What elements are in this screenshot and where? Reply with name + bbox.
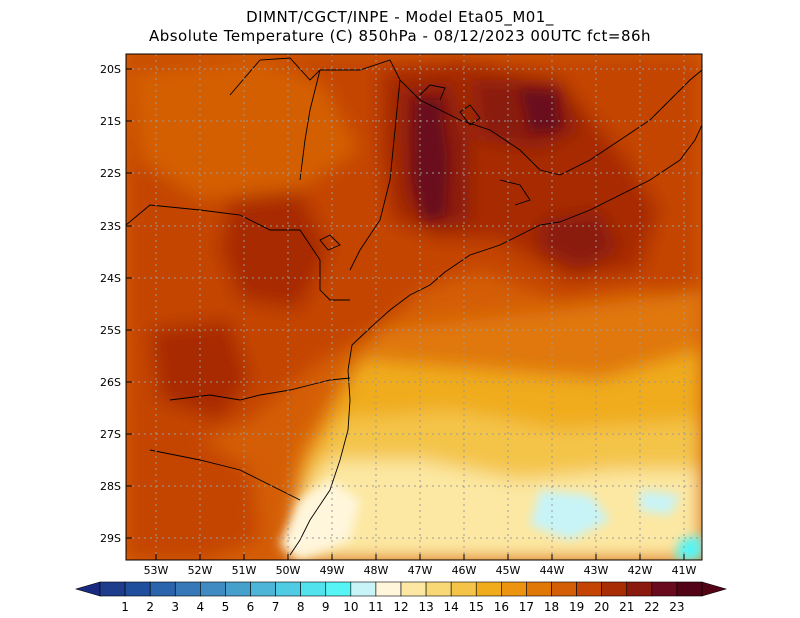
colorbar-swatch bbox=[325, 581, 352, 597]
colorbar-label: 11 bbox=[368, 600, 383, 614]
lon-label: 48W bbox=[364, 564, 389, 577]
lon-label: 49W bbox=[320, 564, 345, 577]
colorbar-label: 16 bbox=[494, 600, 509, 614]
colorbar-swatch bbox=[99, 581, 126, 597]
colorbar-label: 18 bbox=[544, 600, 559, 614]
colorbar-label: 12 bbox=[393, 600, 408, 614]
colorbar-label: 1 bbox=[121, 600, 129, 614]
colorbar-label: 8 bbox=[297, 600, 305, 614]
colorbar-swatch bbox=[425, 581, 452, 597]
colorbar-label: 23 bbox=[669, 600, 684, 614]
colorbar-label: 14 bbox=[444, 600, 459, 614]
colorbar-swatch bbox=[200, 581, 226, 597]
colorbar-swatch bbox=[400, 581, 427, 597]
colorbar-swatch bbox=[601, 581, 628, 597]
colorbar-swatch bbox=[475, 581, 502, 597]
colorbar-swatch bbox=[124, 581, 151, 597]
colorbar-low-arrow bbox=[74, 581, 101, 597]
colorbar-label: 20 bbox=[594, 600, 609, 614]
latitude-labels: 20S 21S 22S 23S 24S 25S 26S 27S 28S 29S bbox=[100, 63, 121, 545]
colorbar-label: 9 bbox=[322, 600, 330, 614]
colorbar-swatch bbox=[576, 581, 602, 597]
temperature-field bbox=[126, 54, 702, 560]
colorbar-swatch bbox=[626, 581, 653, 597]
lat-label: 22S bbox=[100, 167, 121, 180]
map-frame bbox=[125, 53, 703, 561]
colorbar-high-arrow bbox=[701, 581, 728, 597]
colorbar-swatch bbox=[250, 581, 276, 597]
lon-label: 46W bbox=[452, 564, 477, 577]
chart-title-line-2: Absolute Temperature (C) 850hPa - 08/12/… bbox=[148, 27, 652, 45]
colorbar-swatch bbox=[676, 581, 703, 597]
colorbar-swatch bbox=[300, 581, 327, 597]
lon-label: 52W bbox=[188, 564, 213, 577]
colorbar-label: 3 bbox=[171, 600, 179, 614]
colorbar-swatch bbox=[551, 581, 577, 597]
coastline-borders bbox=[126, 57, 702, 556]
colorbar-label: 21 bbox=[619, 600, 634, 614]
colorbar-label: 13 bbox=[418, 600, 433, 614]
lat-label: 25S bbox=[100, 324, 121, 337]
lon-label: 43W bbox=[584, 564, 609, 577]
longitude-labels: 53W 52W 51W 50W 49W 48W 47W 46W 45W 44W … bbox=[144, 564, 697, 577]
lat-label: 27S bbox=[100, 428, 121, 441]
axis-ticks bbox=[126, 68, 685, 560]
lat-label: 21S bbox=[100, 115, 121, 128]
colorbar-swatch bbox=[375, 581, 402, 597]
lat-label: 20S bbox=[100, 63, 121, 76]
colorbar-label: 10 bbox=[343, 600, 358, 614]
lat-label: 29S bbox=[100, 532, 121, 545]
lat-label: 28S bbox=[100, 480, 121, 493]
colorbar-swatch bbox=[275, 581, 301, 597]
colorbar-swatch bbox=[651, 581, 678, 597]
colorbar-label: 5 bbox=[222, 600, 230, 614]
colorbar-label: 19 bbox=[569, 600, 584, 614]
graticule bbox=[126, 54, 702, 560]
lon-label: 50W bbox=[276, 564, 301, 577]
colorbar-swatch bbox=[501, 581, 527, 597]
lon-label: 47W bbox=[408, 564, 433, 577]
lon-label: 53W bbox=[144, 564, 169, 577]
colorbar-label: 15 bbox=[469, 600, 484, 614]
colorbar-swatch bbox=[174, 581, 201, 597]
colorbar-swatch bbox=[225, 581, 251, 597]
colorbar-swatch bbox=[350, 581, 377, 597]
colorbar-label: 6 bbox=[247, 600, 255, 614]
lon-label: 51W bbox=[232, 564, 257, 577]
colorbar-label: 2 bbox=[146, 600, 154, 614]
colorbar-label: 7 bbox=[272, 600, 280, 614]
lon-label: 45W bbox=[496, 564, 521, 577]
lat-label: 26S bbox=[100, 376, 121, 389]
colorbar: 1 2 3 4 5 6 7 8 9 10 11 12 13 14 15 16 17 18 19 20 21 22 23 bbox=[74, 581, 728, 614]
chart-title-line-1: DIMNT/CGCT/INPE - Model Eta05_M01_ bbox=[246, 8, 554, 26]
lat-label: 24S bbox=[100, 272, 121, 285]
colorbar-label: 22 bbox=[644, 600, 659, 614]
lat-label: 23S bbox=[100, 220, 121, 233]
colorbar-swatch bbox=[526, 581, 552, 597]
lon-label: 44W bbox=[540, 564, 565, 577]
colorbar-swatch bbox=[450, 581, 477, 597]
lon-label: 42W bbox=[628, 564, 653, 577]
lon-label: 41W bbox=[672, 564, 697, 577]
colorbar-label: 17 bbox=[519, 600, 534, 614]
colorbar-swatch bbox=[149, 581, 176, 597]
colorbar-label: 4 bbox=[197, 600, 205, 614]
